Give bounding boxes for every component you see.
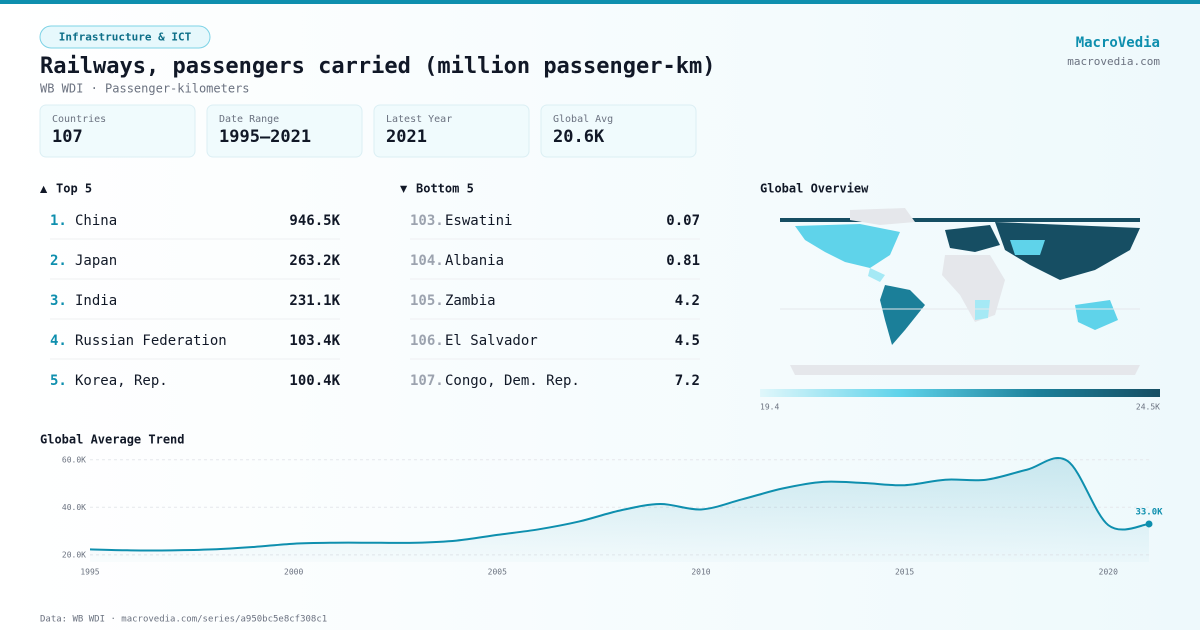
world-map	[780, 208, 1140, 375]
end-label: 33.0K	[1135, 507, 1163, 517]
value: 231.1K	[289, 293, 340, 309]
country: India	[75, 293, 117, 309]
rank: 3.	[50, 293, 67, 309]
stat-label: Countries	[52, 114, 106, 125]
legend-max: 24.5K	[1136, 403, 1160, 412]
value: 0.81	[666, 253, 700, 269]
country: Zambia	[445, 293, 496, 309]
rank: 107.	[410, 373, 444, 389]
greenland	[850, 208, 915, 225]
rank: 2.	[50, 253, 67, 269]
north-america	[795, 224, 900, 268]
value: 4.5	[675, 333, 700, 349]
country: El Salvador	[445, 333, 538, 349]
bottom-title: Bottom 5	[416, 182, 474, 196]
bottom-icon: ▼	[400, 182, 408, 196]
rank: 104.	[410, 253, 444, 269]
tag-pill	[39, 25, 211, 49]
value: 100.4K	[289, 373, 340, 389]
stat-card	[206, 104, 363, 158]
stat-label: Date Range	[219, 114, 279, 125]
x-tick-label: 2010	[691, 568, 710, 577]
end-point	[1145, 520, 1153, 528]
site: macrovedia.com	[1067, 55, 1160, 68]
footer: Data: WB WDI · macrovedia.com/series/a95…	[40, 615, 327, 625]
stat-value: 107	[52, 127, 83, 147]
stat-value: 2021	[386, 127, 427, 147]
trend-title: Global Average Trend	[40, 433, 185, 447]
x-tick-label: 2005	[488, 568, 507, 577]
x-tick-label: 2000	[284, 568, 303, 577]
central-asia	[1010, 240, 1045, 255]
stat-label: Global Avg	[553, 114, 613, 125]
central-america	[868, 268, 885, 282]
value: 946.5K	[289, 213, 340, 229]
tag: Infrastructure & ICT	[59, 31, 192, 44]
rank: 5.	[50, 373, 67, 389]
antarctica	[790, 365, 1140, 375]
stat-card	[39, 104, 196, 158]
rank: 103.	[410, 213, 444, 229]
rank: 105.	[410, 293, 444, 309]
value: 0.07	[666, 213, 700, 229]
rank: 1.	[50, 213, 67, 229]
country: Japan	[75, 253, 117, 269]
rank: 106.	[410, 333, 444, 349]
stat-card	[373, 104, 530, 158]
map-title: Global Overview	[760, 182, 869, 196]
stat-value: 20.6K	[553, 127, 605, 147]
legend-bar	[760, 389, 1160, 397]
x-tick-label: 1995	[80, 568, 99, 577]
europe	[945, 225, 1000, 252]
x-tick-label: 2020	[1099, 568, 1118, 577]
y-tick-label: 20.0K	[62, 550, 86, 559]
top-icon: ▲	[40, 182, 48, 196]
value: 7.2	[675, 373, 700, 389]
x-tick-label: 2015	[895, 568, 914, 577]
stat-label: Latest Year	[386, 114, 452, 125]
brand: MacroVedia	[1076, 35, 1160, 51]
southern-africa	[975, 300, 990, 320]
top-title: Top 5	[56, 182, 92, 196]
rank: 4.	[50, 333, 67, 349]
value: 103.4K	[289, 333, 340, 349]
country: Russian Federation	[75, 333, 227, 349]
y-tick-label: 60.0K	[62, 455, 86, 464]
y-tick-label: 40.0K	[62, 503, 86, 512]
country: China	[75, 213, 117, 229]
stat-card	[540, 104, 697, 158]
south-america	[880, 285, 925, 345]
stat-value: 1995–2021	[219, 127, 311, 147]
country: Korea, Rep.	[75, 373, 168, 389]
subtitle: WB WDI · Passenger-kilometers	[40, 82, 250, 96]
map-band	[780, 218, 1140, 222]
australia	[1075, 300, 1118, 330]
country: Congo, Dem. Rep.	[445, 373, 580, 389]
value: 263.2K	[289, 253, 340, 269]
top-bar	[0, 0, 1200, 4]
country: Eswatini	[445, 213, 512, 229]
asia	[995, 222, 1140, 280]
value: 4.2	[675, 293, 700, 309]
title: Railways, passengers carried (million pa…	[40, 54, 716, 79]
legend-min: 19.4	[760, 403, 779, 412]
country: Albania	[445, 253, 504, 269]
trend-line	[89, 456, 1150, 552]
trend-area	[90, 457, 1149, 562]
